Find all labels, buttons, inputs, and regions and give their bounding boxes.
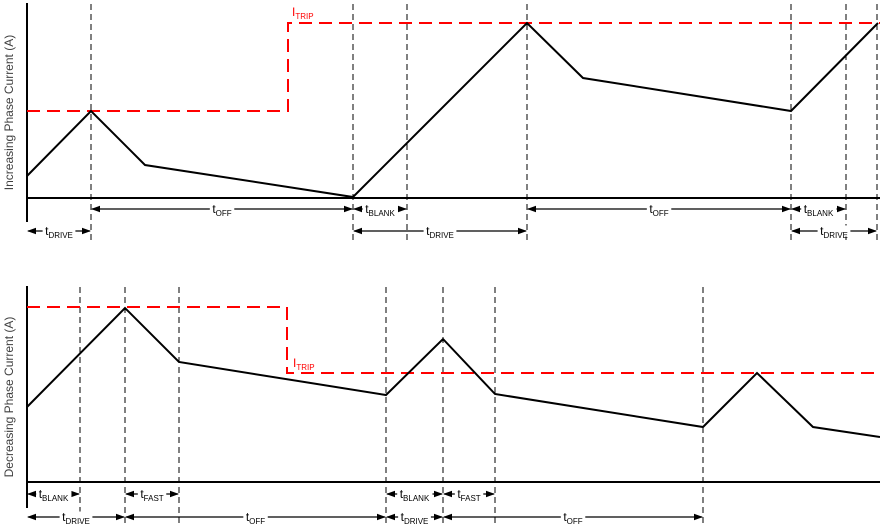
label-backdrop <box>423 225 457 237</box>
left-arrowhead-icon <box>353 227 362 235</box>
timing-label: tBLANK <box>39 487 69 503</box>
timing-label: tDRIVE <box>45 224 73 240</box>
phase-current-waveform <box>26 21 879 199</box>
timing-label: tOFF <box>649 202 668 218</box>
timing-label: tDRIVE <box>820 224 848 240</box>
itrip-label: ITRIP <box>292 5 314 21</box>
left-arrowhead-icon <box>27 227 36 235</box>
right-arrowhead-icon <box>518 227 527 235</box>
left-arrowhead-icon <box>386 490 395 498</box>
right-arrowhead-icon <box>82 227 91 235</box>
label-backdrop <box>560 511 586 523</box>
timing-annotation-t-blank-1: tBLANK <box>27 487 80 503</box>
timing-annotation-t-off-2: tOFF <box>527 202 791 218</box>
panel-decreasing-phase-current: Decreasing Phase Current (A) ITRIP tBLANK t… <box>2 286 880 527</box>
timing-label: tDRIVE <box>426 224 454 240</box>
timing-annotation-t-blank-2: tBLANK <box>791 202 846 218</box>
timing-label: tBLANK <box>804 202 834 218</box>
right-arrowhead-icon <box>377 513 386 521</box>
right-arrowhead-icon <box>398 205 407 213</box>
timing-annotation-t-off-1: tOFF <box>125 510 386 526</box>
timing-label: tBLANK <box>400 487 430 503</box>
timing-label: tBLANK <box>365 202 395 218</box>
left-arrowhead-icon <box>353 205 362 213</box>
label-backdrop <box>646 203 672 215</box>
right-arrowhead-icon <box>837 205 846 213</box>
left-arrowhead-icon <box>125 490 134 498</box>
timing-annotation-t-blank-2: tBLANK <box>386 487 443 503</box>
timing-annotation-t-drive-3: tDRIVE <box>791 224 877 240</box>
right-arrowhead-icon <box>116 513 125 521</box>
left-arrowhead-icon <box>91 205 100 213</box>
left-arrowhead-icon <box>125 513 134 521</box>
right-arrowhead-icon <box>782 205 791 213</box>
itrip-threshold-line <box>27 22 880 112</box>
timing-annotation-t-drive-1: tDRIVE <box>27 224 91 240</box>
right-arrowhead-icon <box>434 513 443 521</box>
left-arrowhead-icon <box>443 513 452 521</box>
timing-annotation-t-drive-1: tDRIVE <box>27 510 125 526</box>
timing-annotation-t-off-2: tOFF <box>443 510 703 526</box>
label-backdrop <box>59 511 93 523</box>
left-arrowhead-icon <box>27 513 36 521</box>
label-backdrop <box>36 488 72 500</box>
itrip-label: ITRIP <box>293 356 315 372</box>
label-backdrop <box>801 203 837 215</box>
timing-label: tFAST <box>140 487 163 503</box>
left-arrowhead-icon <box>27 490 36 498</box>
label-backdrop <box>362 203 398 215</box>
label-backdrop <box>454 488 484 500</box>
right-arrowhead-icon <box>486 490 495 498</box>
label-backdrop <box>817 225 851 237</box>
left-arrowhead-icon <box>791 227 800 235</box>
label-backdrop <box>398 511 431 523</box>
left-arrowhead-icon <box>791 205 800 213</box>
itrip-threshold-line <box>27 306 880 374</box>
right-arrowhead-icon <box>694 513 703 521</box>
timing-annotation-t-drive-2: tDRIVE <box>386 510 443 526</box>
timing-label: tDRIVE <box>401 510 429 526</box>
left-arrowhead-icon <box>527 205 536 213</box>
timing-annotation-t-fast-2: tFAST <box>443 487 495 503</box>
timing-annotation-t-fast-1: tFAST <box>125 487 179 503</box>
label-backdrop <box>397 488 433 500</box>
y-axis-label: Increasing Phase Current (A) <box>2 35 16 190</box>
timing-annotation-t-drive-2: tDRIVE <box>353 224 527 240</box>
right-arrowhead-icon <box>170 490 179 498</box>
timing-label: tOFF <box>563 510 582 526</box>
timing-label: tOFF <box>212 202 231 218</box>
phase-current-waveform <box>26 306 880 438</box>
y-axis-label: Decreasing Phase Current (A) <box>2 317 16 478</box>
timing-label: tDRIVE <box>62 510 90 526</box>
timing-annotation-t-blank-1: tBLANK <box>353 202 407 218</box>
right-arrowhead-icon <box>71 490 80 498</box>
timing-label: tOFF <box>246 510 265 526</box>
panel-increasing-phase-current: Increasing Phase Current (A) ITRIP tOFF tBL… <box>2 3 880 244</box>
timing-annotation-t-off-1: tOFF <box>91 202 353 218</box>
timing-label: tFAST <box>457 487 480 503</box>
label-backdrop <box>243 511 268 523</box>
right-arrowhead-icon <box>868 227 877 235</box>
label-backdrop <box>137 488 167 500</box>
left-arrowhead-icon <box>443 490 452 498</box>
label-backdrop <box>209 203 235 215</box>
right-arrowhead-icon <box>344 205 353 213</box>
right-arrowhead-icon <box>434 490 443 498</box>
left-arrowhead-icon <box>386 513 395 521</box>
label-backdrop <box>42 225 76 237</box>
